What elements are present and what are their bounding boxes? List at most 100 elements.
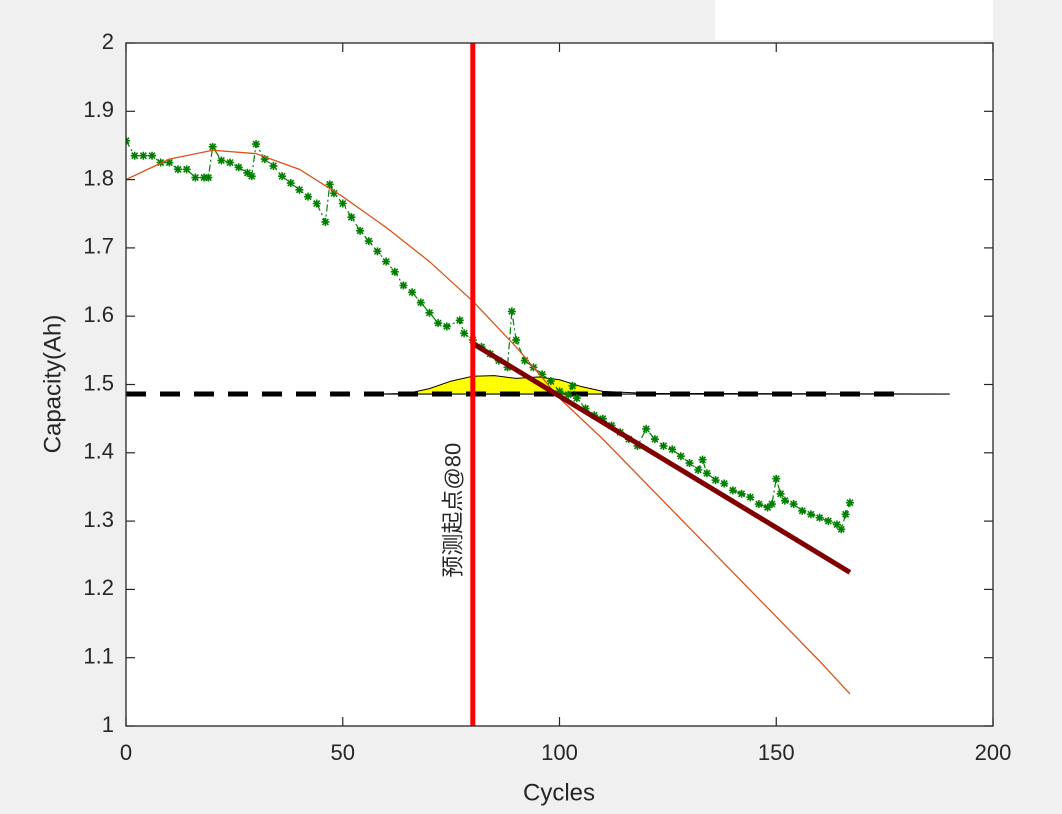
measured-marker — [555, 387, 564, 396]
measured-marker — [754, 500, 763, 509]
measured-marker — [538, 370, 547, 379]
measured-marker — [139, 151, 148, 160]
measured-marker — [702, 469, 711, 478]
y-tick-label: 1.4 — [83, 439, 114, 464]
measured-marker — [243, 168, 252, 177]
measured-marker — [789, 500, 798, 509]
measured-marker — [325, 180, 334, 189]
measured-marker — [208, 142, 217, 151]
measured-marker — [408, 288, 417, 297]
measured-marker — [720, 479, 729, 488]
y-tick-label: 1.3 — [83, 507, 114, 532]
measured-marker — [460, 329, 469, 338]
measured-marker — [252, 140, 261, 149]
measured-marker — [694, 465, 703, 474]
measured-marker — [390, 267, 399, 276]
measured-marker — [130, 151, 139, 160]
measured-marker — [507, 307, 516, 316]
x-tick-label: 150 — [758, 740, 795, 765]
x-tick-label: 200 — [975, 740, 1012, 765]
measured-marker — [837, 525, 846, 534]
y-tick-label: 2 — [102, 29, 114, 54]
measured-marker — [776, 489, 785, 498]
y-tick-label: 1.5 — [83, 370, 114, 395]
measured-marker — [330, 189, 339, 198]
measured-marker — [373, 247, 382, 256]
overlay-patch — [715, 0, 993, 40]
fit-curve — [126, 149, 851, 695]
y-axis-label: Capacity(Ah) — [39, 315, 66, 454]
measured-marker — [204, 173, 213, 182]
measured-marker — [520, 356, 529, 365]
measured-marker — [676, 452, 685, 461]
measured-marker — [642, 424, 651, 433]
measured-marker — [321, 217, 330, 226]
measured-marker — [698, 455, 707, 464]
measured-marker — [286, 179, 295, 188]
measured-marker — [217, 156, 226, 165]
measured-marker — [234, 163, 243, 172]
measured-marker — [659, 441, 668, 450]
measured-marker — [841, 510, 850, 519]
measured-marker — [269, 161, 278, 170]
measured-marker — [832, 520, 841, 529]
measured-marker — [845, 498, 854, 507]
measured-marker — [148, 151, 157, 160]
measured-marker — [746, 493, 755, 502]
annotation: 预测起点@80 — [441, 443, 466, 578]
measured-marker — [200, 173, 209, 182]
measured-marker — [174, 165, 183, 174]
measured-marker — [767, 500, 776, 509]
measured-marker — [806, 510, 815, 519]
measured-marker — [737, 489, 746, 498]
measured-marker — [165, 158, 174, 167]
measured-marker — [650, 435, 659, 444]
measured-marker — [568, 381, 577, 390]
measured-marker — [304, 192, 313, 201]
x-axis-label: Cycles — [523, 779, 595, 806]
measured-marker — [364, 237, 373, 246]
y-tick-label: 1.2 — [83, 575, 114, 600]
measured-marker — [798, 506, 807, 515]
y-tick-label: 1.8 — [83, 165, 114, 190]
x-tick-label: 0 — [120, 740, 132, 765]
measured-marker — [278, 172, 287, 181]
y-tick-label: 1.9 — [83, 97, 114, 122]
measured-marker — [226, 158, 235, 167]
y-tick-label: 1.7 — [83, 234, 114, 259]
prediction-line — [471, 341, 852, 575]
measured-marker — [711, 476, 720, 485]
measured-marker — [182, 165, 191, 174]
measured-marker — [382, 257, 391, 266]
y-tick-label: 1 — [102, 712, 114, 737]
measured-marker — [260, 155, 269, 164]
measured-marker — [442, 322, 451, 331]
measured-marker — [824, 517, 833, 526]
measured-marker — [780, 496, 789, 505]
measured-marker — [295, 185, 304, 194]
measured-marker — [347, 213, 356, 222]
x-tick-label: 100 — [541, 740, 578, 765]
measured-marker — [668, 445, 677, 454]
measured-marker — [685, 459, 694, 468]
measured-marker — [815, 513, 824, 522]
plot-content — [126, 136, 950, 695]
measured-marker — [425, 308, 434, 317]
measured-marker — [728, 486, 737, 495]
measured-marker — [247, 172, 256, 181]
measured-marker — [434, 319, 443, 328]
measured-marker — [772, 474, 781, 483]
measured-marker — [356, 226, 365, 235]
measured-marker — [191, 173, 200, 182]
measured-marker — [312, 199, 321, 208]
measured-marker — [455, 316, 464, 325]
y-tick-label: 1.6 — [83, 302, 114, 327]
measured-marker — [581, 404, 590, 413]
measured-marker — [763, 503, 772, 512]
measured-marker — [338, 199, 347, 208]
measured-marker — [512, 336, 521, 345]
measured-marker — [598, 414, 607, 423]
measured-marker — [564, 390, 573, 399]
y-tick-label: 1.1 — [83, 644, 114, 669]
